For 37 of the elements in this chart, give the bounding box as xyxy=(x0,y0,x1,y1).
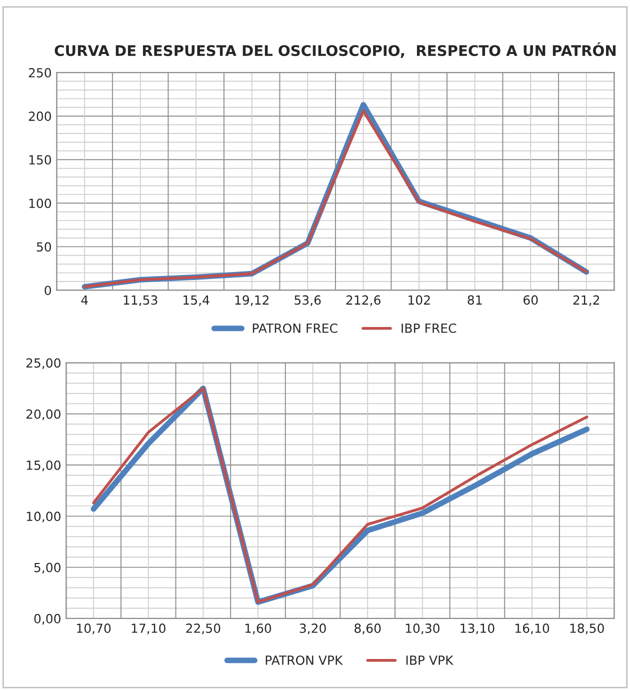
x-tick-label: 81 xyxy=(468,295,482,305)
x-tick-label: 17,10 xyxy=(132,624,166,634)
x-tick-label: 21,2 xyxy=(573,295,600,306)
x-tick-label: 15,4 xyxy=(184,295,210,306)
x-tick-label: 10,30 xyxy=(406,624,440,634)
x-tick-label: 4 xyxy=(81,295,88,305)
y-tick-label: 150 xyxy=(29,155,52,165)
x-tick-label: 8,60 xyxy=(354,624,381,634)
y-tick-label: 20,00 xyxy=(26,409,60,420)
y-tick-label: 200 xyxy=(28,112,52,122)
x-tick-label: 212,6 xyxy=(346,295,380,306)
y-tick-label: 25,00 xyxy=(26,358,60,369)
x-tick-label: 10,70 xyxy=(77,624,111,634)
legend-label: PATRON FREC xyxy=(252,323,338,333)
y-tick-label: 0,00 xyxy=(34,614,60,625)
legend-label: IBP VPK xyxy=(406,656,454,665)
x-tick-label: 3,20 xyxy=(300,624,326,634)
x-tick-label: 102 xyxy=(408,295,430,305)
y-tick-label: 250 xyxy=(28,68,52,78)
x-tick-label: 11,53 xyxy=(124,295,158,306)
y-tick-label: 50 xyxy=(36,242,52,252)
y-tick-label: 5,00 xyxy=(34,562,60,574)
x-tick-label: 19,12 xyxy=(235,295,268,306)
x-tick-label: 22,50 xyxy=(186,624,220,634)
legend-label: IBP FREC xyxy=(402,323,456,333)
x-tick-label: 13,10 xyxy=(460,624,494,634)
y-tick-label: 15,00 xyxy=(26,460,60,472)
legend-label: PATRON VPK xyxy=(266,655,343,665)
x-tick-label: 16,10 xyxy=(516,624,550,634)
chart-title: CURVA DE RESPUESTA DEL OSCILOSCOPIO, RESPECTO A UN PATRÓN xyxy=(54,42,616,58)
x-tick-label: 60 xyxy=(524,295,538,305)
y-tick-label: 10,00 xyxy=(26,512,60,522)
y-tick-label: 0 xyxy=(44,286,52,296)
y-tick-label: 100 xyxy=(29,198,52,208)
x-tick-label: 1,60 xyxy=(245,624,272,634)
x-tick-label: 53,6 xyxy=(294,295,321,306)
x-tick-label: 18,50 xyxy=(570,624,604,634)
